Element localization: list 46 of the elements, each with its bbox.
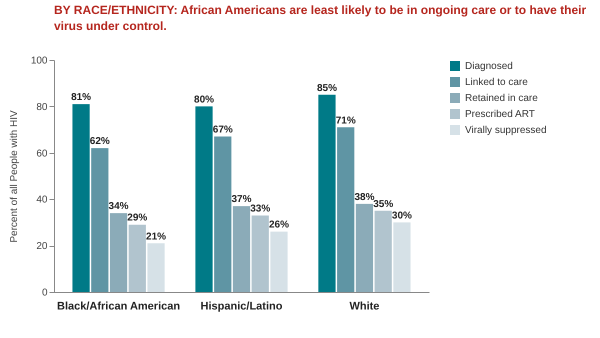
y-tick-label: 60 — [36, 148, 48, 160]
y-tick-label: 80 — [36, 102, 48, 113]
y-tick-label: 40 — [36, 194, 48, 206]
chart-title: BY RACE/ETHNICITY: African Americans are least likely to be in ongoing care or to have their virus under control. — [54, 3, 586, 33]
x-tick-label: White — [349, 300, 380, 312]
bar — [252, 215, 269, 292]
bar — [214, 136, 232, 292]
bar — [128, 224, 146, 292]
data-label: 85% — [316, 82, 338, 94]
bar — [110, 213, 128, 292]
bar — [337, 127, 354, 292]
y-axis-title: Percent of all People with HIV — [8, 110, 20, 243]
bar — [356, 204, 374, 292]
bar — [91, 148, 108, 292]
legend-label: Diagnosed — [465, 61, 513, 72]
data-label: 80% — [194, 94, 214, 106]
bar — [147, 243, 165, 292]
data-label: 21% — [146, 231, 166, 242]
bar — [374, 210, 392, 292]
x-tick-label: Black/African American — [57, 300, 180, 312]
legend-label: Prescribed ART — [465, 109, 535, 120]
y-tick-label: 20 — [36, 241, 48, 252]
x-tick-label: Hispanic/Latino — [200, 300, 283, 312]
data-label: 29% — [127, 212, 148, 224]
data-label: 81% — [71, 92, 92, 104]
data-label: 67% — [212, 124, 233, 136]
data-label: 33% — [250, 203, 270, 214]
data-label: 35% — [373, 198, 394, 210]
bar — [393, 222, 411, 292]
bar — [195, 106, 213, 292]
data-label: 62% — [90, 136, 110, 148]
data-label: 37% — [231, 194, 252, 206]
legend-label: Linked to care — [465, 77, 528, 88]
y-tick-label: 100 — [30, 56, 48, 66]
data-label: 38% — [354, 192, 375, 203]
legend-label: Retained in care — [465, 93, 538, 104]
legend-label: Virally suppressed — [465, 125, 547, 136]
bar — [72, 104, 90, 292]
bar — [232, 206, 250, 292]
data-label: 30% — [392, 210, 412, 222]
data-label: 26% — [268, 220, 290, 231]
data-label: 34% — [108, 201, 129, 212]
data-label: 71% — [336, 115, 356, 126]
y-tick-label: 0 — [42, 288, 48, 298]
bar — [318, 94, 336, 292]
bar — [270, 232, 288, 292]
